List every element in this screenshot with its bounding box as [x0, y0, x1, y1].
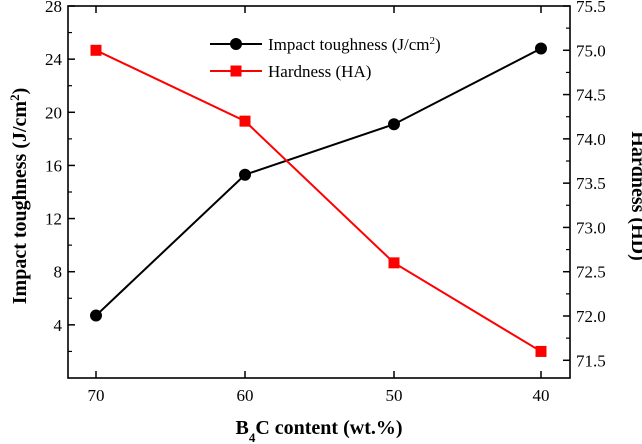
y-right-tick-label: 75.5 — [576, 0, 606, 16]
legend-marker-hardness — [230, 65, 242, 77]
series-layer — [90, 42, 547, 357]
y-axis-left-title: Impact toughness (J/cm2) — [7, 88, 32, 305]
y-left-tick-label: 20 — [45, 103, 62, 122]
x-axis-title: B4C content (wt.%) — [235, 417, 402, 444]
y-left-tick-label: 4 — [54, 316, 63, 335]
legend-label-toughness: Impact toughness (J/cm2) — [268, 35, 441, 54]
data-point-square — [535, 345, 547, 357]
y-right-tick-label: 73.0 — [576, 218, 606, 237]
data-point-circle — [535, 42, 547, 55]
x-tick-label: 70 — [88, 386, 105, 405]
legend: Impact toughness (J/cm2) Hardness (HA) — [210, 35, 441, 81]
series-line-0 — [95, 47, 542, 317]
data-point-square — [90, 44, 102, 56]
data-point-square — [239, 115, 251, 127]
data-point-circle — [388, 118, 400, 131]
y-right-tick-label: 72.5 — [576, 263, 606, 282]
y-axis-right: 71.5 72.0 72.5 73.0 73.5 74.0 74.5 75.0 75.5 — [563, 0, 606, 370]
y-right-tick-label: 72.0 — [576, 307, 606, 326]
y-left-tick-label: 16 — [45, 156, 62, 175]
y-right-tick-label: 75.0 — [576, 41, 606, 60]
data-point-circle — [90, 309, 102, 322]
series-line-1 — [95, 49, 542, 353]
y-right-tick-label: 74.5 — [576, 86, 606, 105]
y-left-tick-label: 28 — [45, 0, 62, 16]
x-tick-label: 40 — [533, 386, 550, 405]
y-axis-right-title: Hardness (HD) — [627, 131, 642, 260]
x-axis: 70 60 50 40 — [88, 6, 550, 405]
y-right-tick-label: 74.0 — [576, 130, 606, 149]
data-point-circle — [239, 168, 251, 181]
y-axis-left: 4 8 12 16 20 24 28 — [45, 0, 75, 353]
y-right-tick-label: 71.5 — [576, 351, 606, 370]
legend-marker-toughness — [230, 38, 242, 50]
x-tick-label: 50 — [386, 386, 403, 405]
x-tick-label: 60 — [237, 386, 254, 405]
y-left-tick-label: 24 — [45, 50, 63, 69]
y-left-tick-label: 12 — [45, 210, 62, 229]
y-left-tick-label: 8 — [54, 263, 63, 282]
data-point-square — [388, 257, 400, 269]
y-right-tick-label: 73.5 — [576, 174, 606, 193]
legend-label-hardness: Hardness (HA) — [268, 62, 371, 81]
